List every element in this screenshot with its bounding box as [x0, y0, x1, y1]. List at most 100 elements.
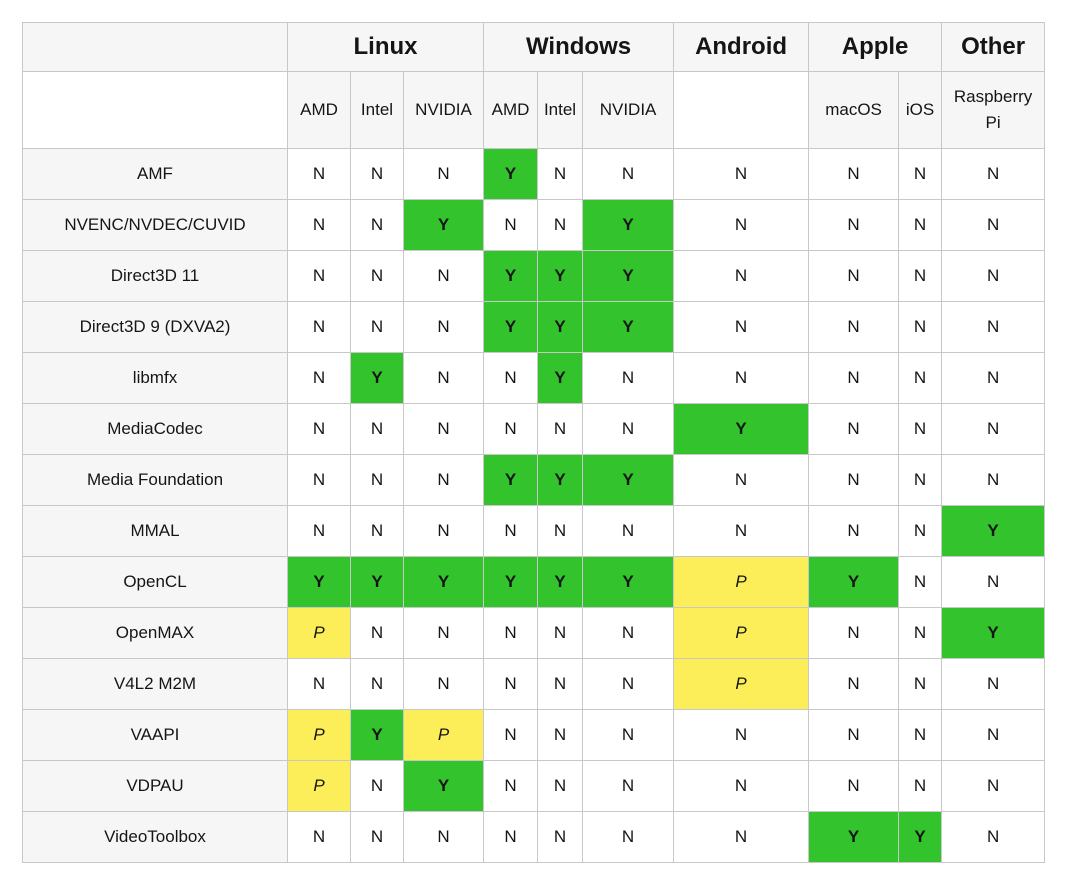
table-row-direct3d-11: Direct3D 11 N N N Y Y Y N N N N	[22, 250, 1046, 302]
cell-nvenc-nvdec-cuvid-linux-nvidia: Y	[402, 199, 485, 251]
cell-media-foundation-linux-intel: N	[350, 454, 404, 506]
cell-libmfx-windows-intel: Y	[537, 352, 584, 404]
cell-mediacodec-linux-nvidia: N	[402, 403, 485, 455]
cell-libmfx-linux-nvidia: N	[402, 352, 485, 404]
cell-openmax-other-raspberry-pi: Y	[941, 607, 1046, 659]
cell-videotoolbox-windows-amd: N	[483, 811, 539, 863]
cell-mmal-linux-intel: N	[350, 505, 404, 557]
cell-mmal-apple-ios: N	[898, 505, 943, 557]
cell-nvenc-nvdec-cuvid-windows-nvidia: Y	[582, 199, 675, 251]
cell-v4l2-m2m-windows-amd: N	[483, 658, 539, 710]
row-header-media-foundation: Media Foundation	[22, 454, 288, 506]
cell-nvenc-nvdec-cuvid-apple-ios: N	[898, 199, 943, 251]
cell-media-foundation-apple-macos: N	[808, 454, 900, 506]
table-row-openmax: OpenMAX P N N N N N P N N Y	[22, 607, 1046, 659]
cell-videotoolbox-android: N	[673, 811, 810, 863]
support-table: Linux Windows Android Apple Other AMD Intel NV…	[22, 22, 1046, 863]
table-row-amf: AMF N N N Y N N N N N N	[22, 148, 1046, 200]
cell-opencl-apple-ios: N	[898, 556, 943, 608]
cell-direct3d-9-dxva2-apple-macos: N	[808, 301, 900, 353]
cell-media-foundation-linux-amd: N	[287, 454, 351, 506]
cell-opencl-other-raspberry-pi: N	[941, 556, 1046, 608]
cell-openmax-windows-intel: N	[537, 607, 584, 659]
column-subheader-android	[673, 71, 810, 149]
cell-libmfx-apple-macos: N	[808, 352, 900, 404]
cell-v4l2-m2m-android: P	[673, 658, 810, 710]
cell-openmax-android: P	[673, 607, 810, 659]
cell-vdpau-other-raspberry-pi: N	[941, 760, 1046, 812]
cell-direct3d-9-dxva2-android: N	[673, 301, 810, 353]
cell-mediacodec-linux-amd: N	[287, 403, 351, 455]
cell-openmax-apple-macos: N	[808, 607, 900, 659]
cell-vaapi-linux-nvidia: P	[402, 709, 485, 761]
cell-amf-other-raspberry-pi: N	[941, 148, 1046, 200]
cell-mediacodec-windows-nvidia: N	[582, 403, 675, 455]
cell-direct3d-11-windows-amd: Y	[483, 250, 539, 302]
cell-libmfx-apple-ios: N	[898, 352, 943, 404]
row-header-vaapi: VAAPI	[22, 709, 288, 761]
cell-v4l2-m2m-other-raspberry-pi: N	[941, 658, 1046, 710]
cell-vdpau-android: N	[673, 760, 810, 812]
cell-nvenc-nvdec-cuvid-apple-macos: N	[808, 199, 900, 251]
row-header-videotoolbox: VideoToolbox	[22, 811, 288, 863]
table-row-nvenc-nvdec-cuvid: NVENC/NVDEC/CUVID N N Y N N Y N N N N	[22, 199, 1046, 251]
row-header-nvenc-nvdec-cuvid: NVENC/NVDEC/CUVID	[22, 199, 288, 251]
cell-opencl-linux-intel: Y	[350, 556, 404, 608]
cell-nvenc-nvdec-cuvid-other-raspberry-pi: N	[941, 199, 1046, 251]
table-row-vdpau: VDPAU P N Y N N N N N N N	[22, 760, 1046, 812]
row-header-direct3d-9-dxva2: Direct3D 9 (DXVA2)	[22, 301, 288, 353]
column-group-linux: Linux	[286, 22, 485, 72]
cell-libmfx-windows-amd: N	[483, 352, 539, 404]
cell-media-foundation-windows-amd: Y	[483, 454, 539, 506]
cell-media-foundation-windows-intel: Y	[537, 454, 584, 506]
cell-openmax-windows-amd: N	[483, 607, 539, 659]
cell-videotoolbox-linux-intel: N	[350, 811, 404, 863]
cell-amf-linux-amd: N	[287, 148, 351, 200]
cell-libmfx-linux-intel: Y	[350, 352, 404, 404]
table-row-direct3d-9-dxva2: Direct3D 9 (DXVA2) N N N Y Y Y N N N N	[22, 301, 1046, 353]
cell-libmfx-linux-amd: N	[287, 352, 351, 404]
cell-videotoolbox-apple-macos: Y	[808, 811, 900, 863]
cell-vaapi-linux-intel: Y	[350, 709, 404, 761]
cell-vdpau-linux-intel: N	[350, 760, 404, 812]
column-subheader-apple-macos: macOS	[808, 71, 900, 149]
column-subheader-linux-amd: AMD	[287, 71, 351, 149]
column-group-other: Other	[941, 22, 1046, 72]
cell-amf-apple-ios: N	[898, 148, 943, 200]
cell-vdpau-apple-macos: N	[808, 760, 900, 812]
cell-openmax-linux-nvidia: N	[402, 607, 485, 659]
cell-vdpau-linux-nvidia: Y	[402, 760, 485, 812]
cell-nvenc-nvdec-cuvid-windows-amd: N	[483, 199, 539, 251]
cell-mmal-windows-amd: N	[483, 505, 539, 557]
cell-v4l2-m2m-apple-ios: N	[898, 658, 943, 710]
cell-videotoolbox-windows-intel: N	[537, 811, 584, 863]
column-subheader-windows-intel: Intel	[537, 71, 584, 149]
cell-vaapi-linux-amd: P	[287, 709, 351, 761]
cell-openmax-windows-nvidia: N	[582, 607, 675, 659]
cell-media-foundation-windows-nvidia: Y	[582, 454, 675, 506]
cell-vdpau-windows-amd: N	[483, 760, 539, 812]
cell-mmal-linux-nvidia: N	[402, 505, 485, 557]
cell-mediacodec-linux-intel: N	[350, 403, 404, 455]
cell-openmax-linux-intel: N	[350, 607, 404, 659]
cell-media-foundation-other-raspberry-pi: N	[941, 454, 1046, 506]
cell-amf-linux-intel: N	[350, 148, 404, 200]
cell-nvenc-nvdec-cuvid-android: N	[673, 199, 810, 251]
cell-amf-apple-macos: N	[808, 148, 900, 200]
cell-direct3d-11-windows-intel: Y	[537, 250, 584, 302]
cell-v4l2-m2m-windows-intel: N	[537, 658, 584, 710]
column-group-android: Android	[673, 22, 810, 72]
cell-mmal-windows-intel: N	[537, 505, 584, 557]
table-row-libmfx: libmfx N Y N N Y N N N N N	[22, 352, 1046, 404]
column-subheader-other-raspberry-pi: Raspberry Pi	[941, 71, 1046, 149]
cell-mediacodec-windows-intel: N	[537, 403, 584, 455]
cell-opencl-windows-intel: Y	[537, 556, 584, 608]
table-row-mediacodec: MediaCodec N N N N N N Y N N N	[22, 403, 1046, 455]
cell-amf-windows-intel: N	[537, 148, 584, 200]
cell-amf-android: N	[673, 148, 810, 200]
cell-direct3d-11-linux-nvidia: N	[402, 250, 485, 302]
cell-openmax-linux-amd: P	[287, 607, 351, 659]
column-subheader-linux-nvidia: NVIDIA	[402, 71, 485, 149]
cell-vaapi-windows-amd: N	[483, 709, 539, 761]
